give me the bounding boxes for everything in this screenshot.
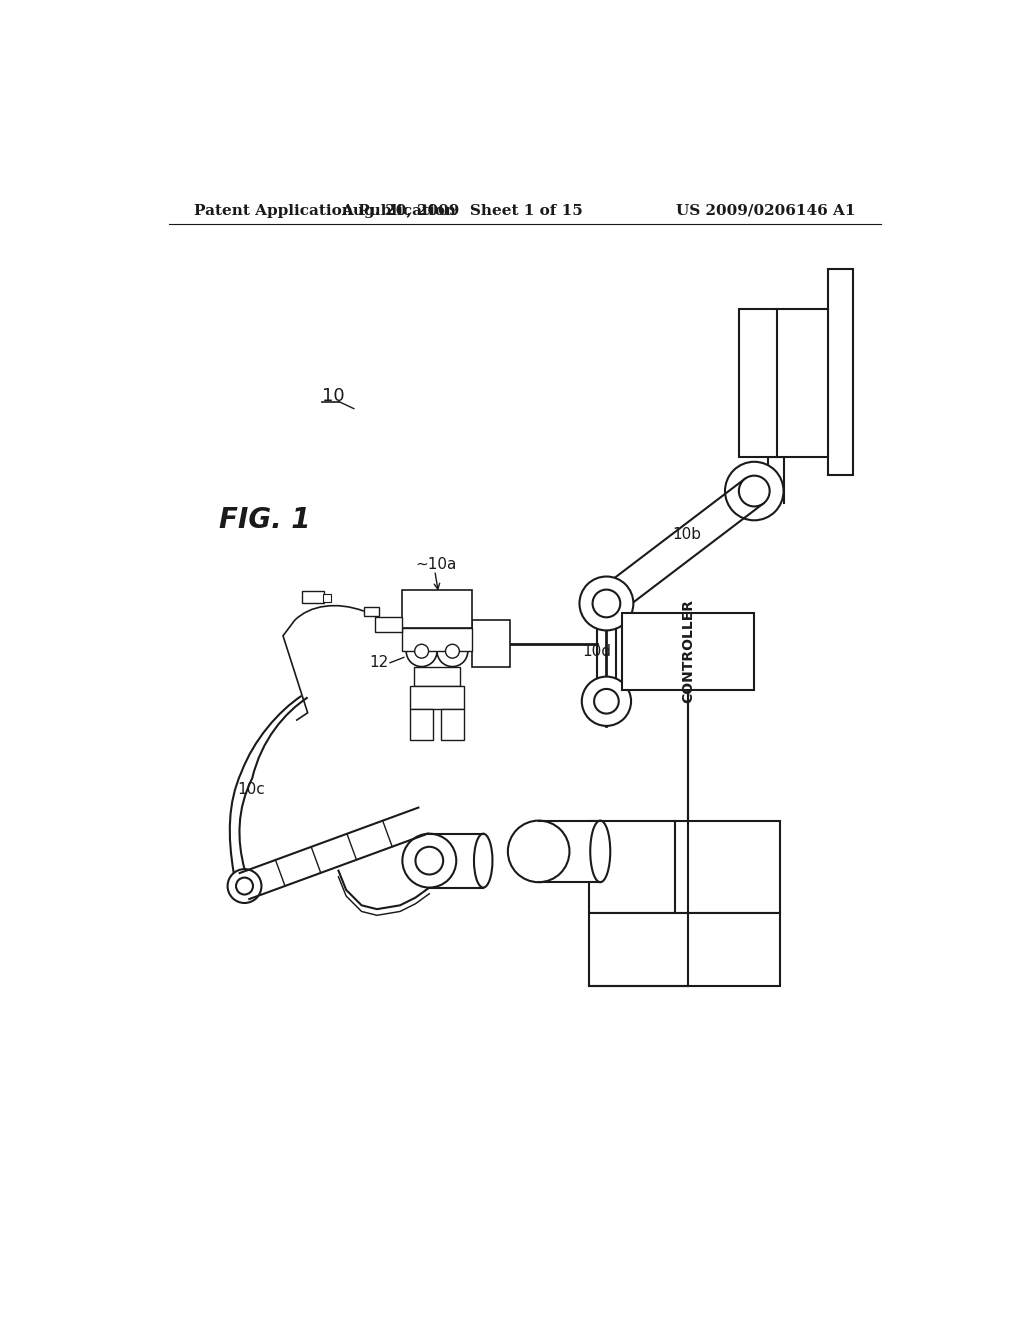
Bar <box>472 638 597 649</box>
Ellipse shape <box>508 821 569 882</box>
Bar <box>590 913 780 986</box>
Bar <box>472 620 510 667</box>
Bar <box>597 603 615 677</box>
Circle shape <box>407 636 437 667</box>
Text: FIG. 1: FIG. 1 <box>219 507 310 535</box>
Bar <box>597 628 615 726</box>
Circle shape <box>739 475 770 507</box>
Text: 10c: 10c <box>237 783 264 797</box>
Bar <box>622 612 755 689</box>
Circle shape <box>237 878 253 895</box>
Bar <box>364 607 379 615</box>
Polygon shape <box>240 808 428 899</box>
Text: US 2009/0206146 A1: US 2009/0206146 A1 <box>677 203 856 218</box>
Ellipse shape <box>416 847 443 874</box>
Text: 10d: 10d <box>583 644 611 659</box>
Text: Patent Application Publication: Patent Application Publication <box>194 203 456 218</box>
Ellipse shape <box>590 821 610 882</box>
Text: 10b: 10b <box>672 527 700 541</box>
Bar <box>402 628 472 651</box>
Ellipse shape <box>402 834 457 887</box>
Text: 12: 12 <box>370 655 388 671</box>
Bar <box>739 309 828 457</box>
Bar <box>410 709 433 739</box>
Text: 10: 10 <box>322 387 344 404</box>
Circle shape <box>582 677 631 726</box>
Circle shape <box>437 636 468 667</box>
Ellipse shape <box>474 834 493 887</box>
Circle shape <box>445 644 460 659</box>
Bar <box>302 591 324 603</box>
Bar <box>376 616 402 632</box>
Circle shape <box>594 689 618 714</box>
Bar <box>441 709 464 739</box>
Bar <box>323 594 331 602</box>
Bar <box>539 821 600 882</box>
Text: ~10a: ~10a <box>416 557 457 572</box>
Bar <box>414 667 460 686</box>
Circle shape <box>415 644 429 659</box>
Bar <box>429 834 483 887</box>
Circle shape <box>725 462 783 520</box>
Bar <box>402 590 472 628</box>
Polygon shape <box>597 479 764 615</box>
Bar <box>410 686 464 709</box>
Circle shape <box>593 590 621 618</box>
Circle shape <box>227 869 261 903</box>
Bar <box>828 268 853 475</box>
Circle shape <box>580 577 634 631</box>
Bar <box>590 821 780 913</box>
Text: Aug. 20, 2009  Sheet 1 of 15: Aug. 20, 2009 Sheet 1 of 15 <box>341 203 583 218</box>
Text: CONTROLLER: CONTROLLER <box>681 599 695 704</box>
